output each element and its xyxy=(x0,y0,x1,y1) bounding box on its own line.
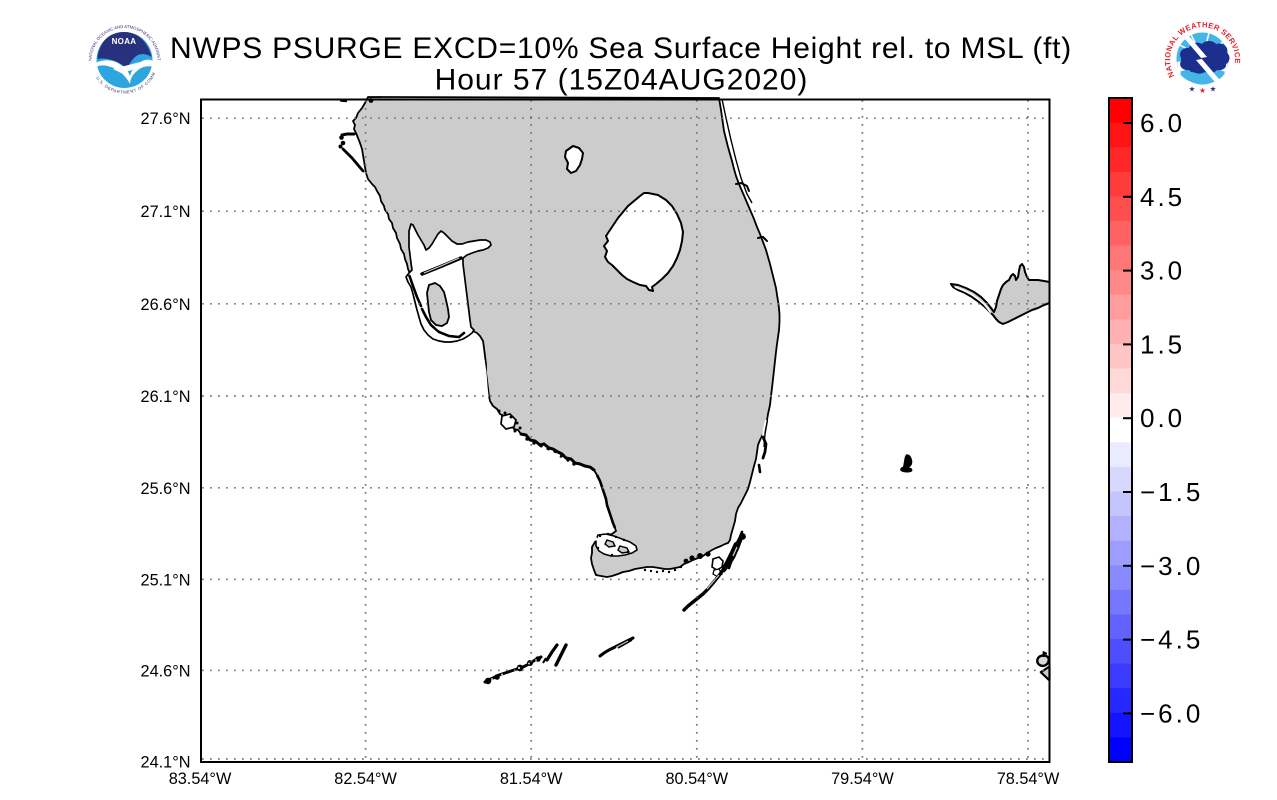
svg-text:80.54°W: 80.54°W xyxy=(665,770,728,788)
svg-text:★: ★ xyxy=(1199,86,1206,95)
svg-text:26.1°N: 26.1°N xyxy=(141,388,191,406)
svg-text:27.6°N: 27.6°N xyxy=(141,110,191,128)
svg-text:6.0: 6.0 xyxy=(1140,108,1185,138)
svg-text:NOAA: NOAA xyxy=(112,37,137,46)
svg-text:4.5: 4.5 xyxy=(1140,182,1185,212)
svg-text:81.54°W: 81.54°W xyxy=(500,770,563,788)
svg-text:★: ★ xyxy=(1210,85,1217,94)
svg-text:−4.5: −4.5 xyxy=(1140,625,1203,655)
svg-text:24.6°N: 24.6°N xyxy=(141,662,191,680)
svg-text:Hour 57 (15Z04AUG2020): Hour 57 (15Z04AUG2020) xyxy=(435,64,809,97)
svg-text:NWPS PSURGE EXCD=10% Sea Surfa: NWPS PSURGE EXCD=10% Sea Surface Height … xyxy=(170,32,1072,65)
svg-text:−3.0: −3.0 xyxy=(1140,551,1203,581)
svg-text:24.1°N: 24.1°N xyxy=(141,754,191,772)
svg-text:82.54°W: 82.54°W xyxy=(334,770,397,788)
svg-text:25.1°N: 25.1°N xyxy=(141,571,191,589)
svg-text:0.0: 0.0 xyxy=(1140,403,1185,433)
svg-text:78.54°W: 78.54°W xyxy=(997,770,1060,788)
svg-text:83.54°W: 83.54°W xyxy=(169,770,232,788)
svg-text:27.1°N: 27.1°N xyxy=(141,203,191,221)
svg-text:−6.0: −6.0 xyxy=(1140,698,1203,728)
svg-text:26.6°N: 26.6°N xyxy=(141,296,191,314)
svg-text:25.6°N: 25.6°N xyxy=(141,480,191,498)
svg-text:−1.5: −1.5 xyxy=(1140,477,1203,507)
svg-text:79.54°W: 79.54°W xyxy=(831,770,894,788)
svg-text:1.5: 1.5 xyxy=(1140,329,1185,359)
svg-text:3.0: 3.0 xyxy=(1140,256,1185,286)
svg-text:★: ★ xyxy=(1189,85,1196,94)
